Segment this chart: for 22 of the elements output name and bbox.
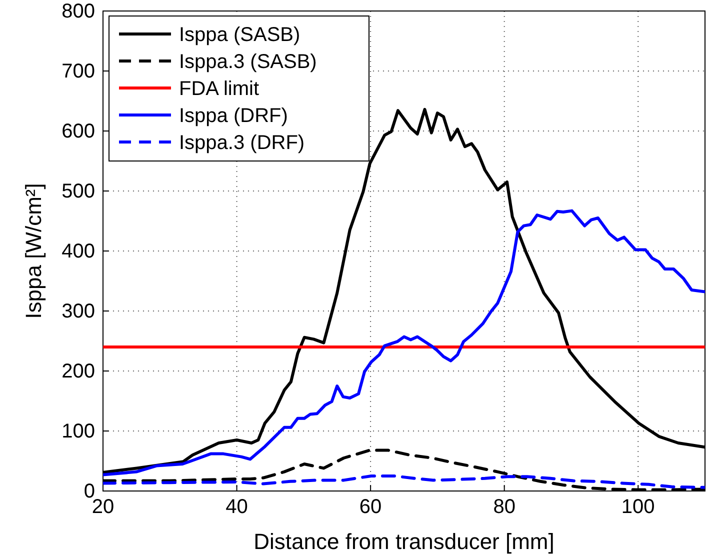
y-tick-label: 800	[62, 0, 95, 22]
legend-label: Isppa.3 (DRF)	[179, 132, 305, 154]
line-series	[103, 209, 705, 476]
x-axis-title: Distance from transducer [mm]	[254, 529, 554, 554]
x-tick-label: 40	[226, 496, 248, 518]
y-tick-label: 600	[62, 120, 95, 142]
legend-label: FDA limit	[179, 78, 260, 100]
legend-label: Isppa (DRF)	[179, 105, 288, 127]
y-tick-label: 700	[62, 60, 95, 82]
legend-label: Isppa (SASB)	[179, 24, 300, 46]
x-tick-label: 80	[493, 496, 516, 518]
line-series	[103, 474, 705, 489]
x-tick-label: 100	[621, 496, 655, 518]
y-tick-label: 300	[62, 300, 95, 322]
x-tick-label: 20	[92, 496, 114, 518]
y-tick-label: 500	[62, 180, 95, 202]
y-tick-label: 100	[62, 420, 95, 442]
y-tick-label: 200	[62, 360, 95, 382]
y-tick-label: 400	[62, 240, 95, 262]
y-axis-title: Isppa [W/cm²]	[21, 183, 46, 319]
legend-label: Isppa.3 (SASB)	[179, 51, 317, 73]
x-tick-label: 60	[359, 496, 382, 518]
